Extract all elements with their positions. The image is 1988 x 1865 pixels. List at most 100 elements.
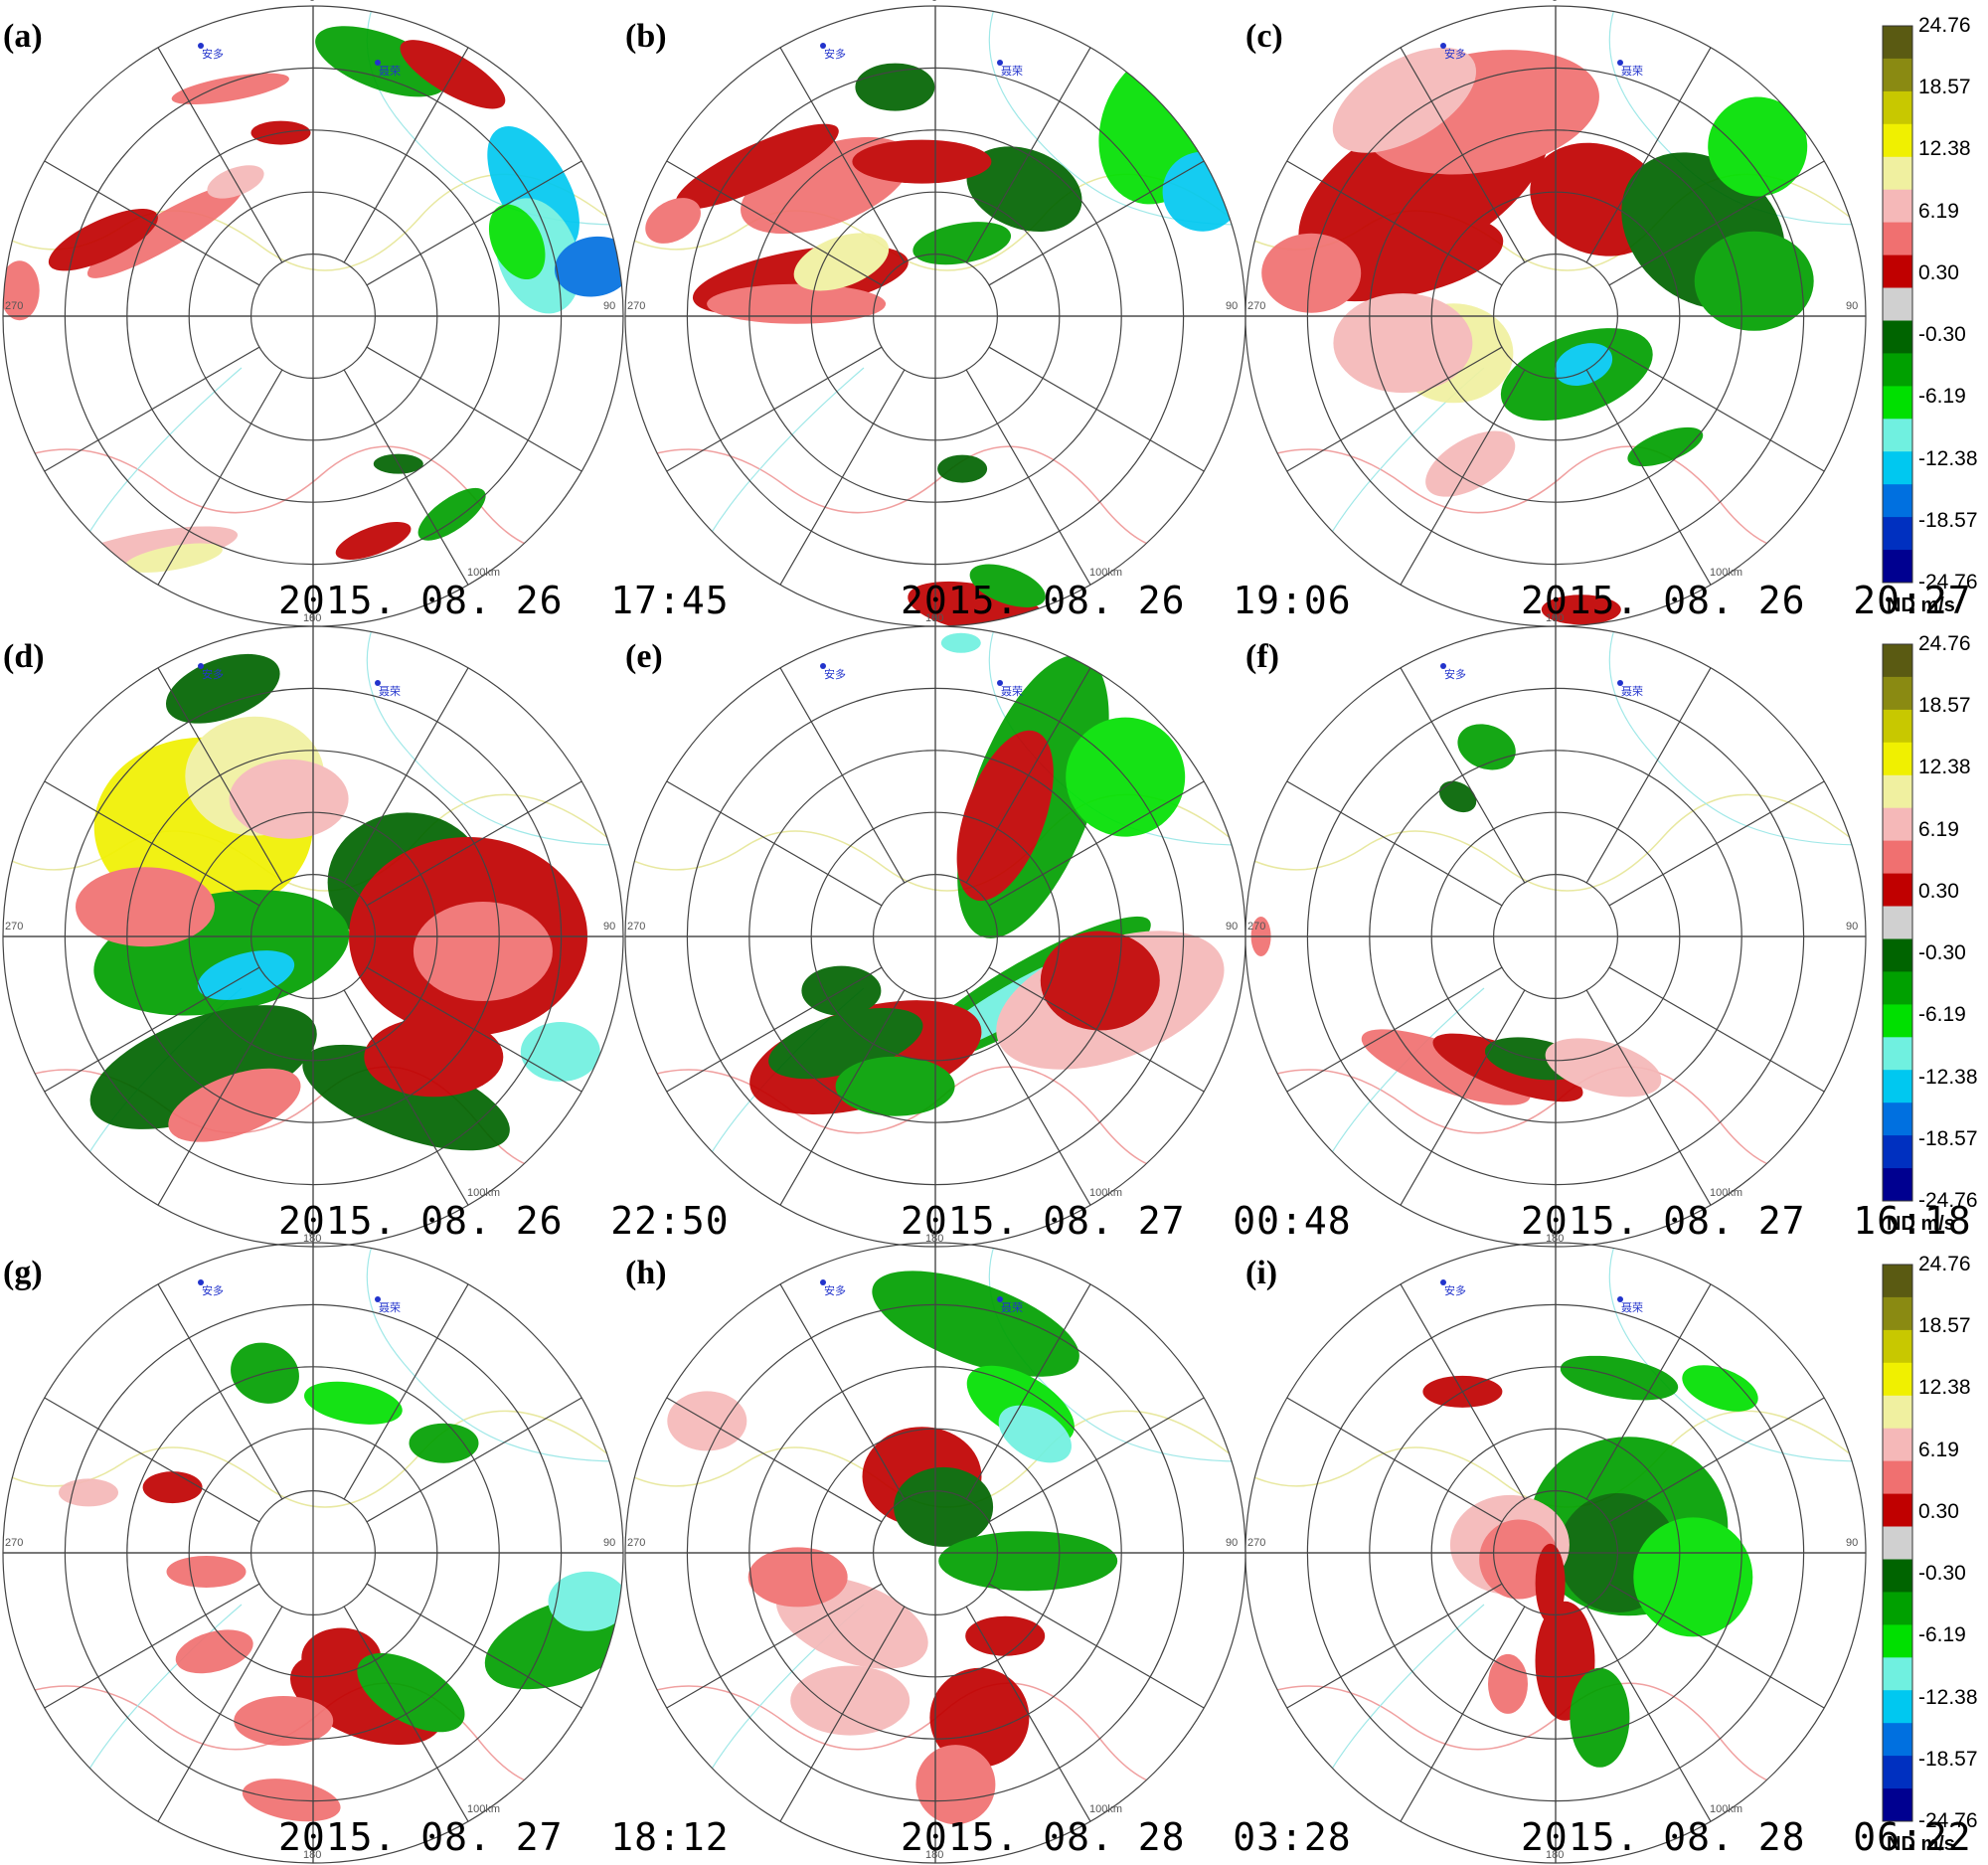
city-dot: [820, 43, 826, 49]
radar-panel-d: [2, 625, 624, 1248]
azimuth-label-east: 90: [1846, 921, 1859, 932]
echo-region: [1570, 1667, 1630, 1768]
azimuth-line: [666, 160, 883, 286]
panel-label: (c): [1245, 18, 1283, 55]
colorbar-tick-label: -0.30: [1918, 323, 1966, 347]
azimuth-label-north: 0: [931, 612, 938, 624]
range-label: 100km: [1710, 567, 1743, 579]
echo-region: [1361, 1029, 1531, 1105]
azimuth-line: [965, 47, 1091, 263]
azimuth-label-west: 270: [1247, 1537, 1266, 1549]
city-label: 聂荣: [379, 65, 401, 78]
azimuth-line: [44, 966, 260, 1093]
colorbar-tick-label: 24.76: [1918, 14, 1971, 37]
echo-region: [894, 1466, 994, 1547]
city-dot: [820, 663, 826, 669]
echo-region: [413, 902, 553, 1001]
colorbar-tick-label: 18.57: [1918, 1314, 1971, 1338]
range-label: 100km: [1089, 1803, 1123, 1815]
echo-region: [357, 1652, 465, 1733]
azimuth-line: [44, 1397, 260, 1523]
city-label: 安多: [202, 668, 224, 681]
echo-region: [1488, 1653, 1528, 1714]
azimuth-line: [1400, 989, 1526, 1206]
colorbar-tick-label: -0.30: [1918, 1562, 1966, 1586]
colorbar-swatch: [1883, 320, 1912, 354]
azimuth-label-west: 270: [1247, 921, 1266, 932]
echo-region: [938, 1531, 1118, 1592]
azimuth-line: [1608, 966, 1825, 1093]
city-dot: [198, 1279, 204, 1285]
azimuth-line: [343, 667, 469, 884]
azimuth-line: [779, 1606, 906, 1822]
city-label: 安多: [1444, 668, 1466, 681]
radar-panel-g: [2, 1242, 624, 1864]
echo-region: [1708, 96, 1808, 197]
azimuth-line: [44, 346, 260, 472]
colorbar-swatch: [1883, 873, 1912, 907]
city-label: 安多: [1444, 48, 1466, 61]
azimuth-line: [666, 1397, 883, 1523]
city-dot: [375, 680, 381, 686]
colorbar-swatch: [1883, 1265, 1912, 1298]
azimuth-line: [157, 1606, 283, 1822]
azimuth-label-west: 270: [5, 921, 24, 932]
colorbar-tick-label: 18.57: [1918, 694, 1971, 718]
echo-region: [965, 1615, 1046, 1656]
echo-region: [929, 1667, 1030, 1768]
range-label: 100km: [467, 1803, 501, 1815]
radar-panel-a: [2, 5, 624, 627]
colorbar-swatch: [1883, 1037, 1912, 1071]
city-label: 安多: [824, 1284, 846, 1297]
city-label: 聂荣: [1001, 65, 1023, 78]
azimuth-line: [343, 1606, 469, 1822]
azimuth-label-east: 90: [603, 1537, 616, 1549]
city-label: 安多: [824, 48, 846, 61]
timestamp: 2015. 08. 26 17:45: [278, 579, 730, 622]
echo-region: [165, 653, 280, 724]
panel-label: (h): [625, 1255, 667, 1291]
azimuth-line: [343, 989, 469, 1206]
azimuth-line: [965, 1283, 1091, 1500]
azimuth-label-south: 180: [303, 1233, 322, 1245]
city-label: 聂荣: [1621, 685, 1643, 698]
echo-region: [998, 1405, 1072, 1463]
azimuth-line: [44, 780, 260, 907]
azimuth-label-south: 180: [1546, 1233, 1565, 1245]
azimuth-line: [157, 989, 283, 1206]
azimuth-line: [157, 1283, 283, 1500]
echo-region: [937, 454, 988, 483]
colorbar-unit: ND m/s: [1887, 594, 1955, 616]
azimuth-line: [1585, 369, 1712, 586]
colorbar-tick-label: -24.76: [1918, 1189, 1978, 1212]
azimuth-line: [1608, 1583, 1825, 1709]
echo-region: [1627, 426, 1704, 467]
timestamp: 2015. 08. 27 18:12: [278, 1815, 730, 1859]
colorbar-swatch: [1883, 517, 1912, 551]
colorbar-tick-label: 24.76: [1918, 632, 1971, 655]
echo-region: [1555, 343, 1613, 387]
azimuth-label-north: 0: [309, 1229, 316, 1241]
echo-region: [747, 1547, 848, 1608]
echo-region: [1457, 724, 1516, 770]
azimuth-label-east: 90: [1226, 300, 1239, 312]
timestamp: 2015. 08. 28 03:28: [901, 1815, 1352, 1859]
azimuth-line: [965, 989, 1091, 1206]
azimuth-line: [1286, 966, 1503, 1093]
city-label: 聂荣: [1001, 685, 1023, 698]
echo-region: [304, 1381, 403, 1425]
azimuth-line: [1286, 160, 1503, 286]
azimuth-line: [343, 1283, 469, 1500]
azimuth-line: [666, 346, 883, 472]
azimuth-line: [1400, 1283, 1526, 1500]
azimuth-line: [965, 369, 1091, 586]
echo-region: [1333, 293, 1473, 394]
timestamp: 2015. 08. 26 20:27: [1521, 579, 1972, 622]
azimuth-label-south: 180: [303, 612, 322, 624]
colorbar-tick-label: -12.38: [1918, 1685, 1978, 1709]
azimuth-line: [988, 966, 1205, 1093]
range-label: 100km: [1089, 567, 1123, 579]
echo-region: [852, 139, 992, 184]
echo-region: [969, 564, 1046, 607]
azimuth-line: [988, 780, 1205, 907]
